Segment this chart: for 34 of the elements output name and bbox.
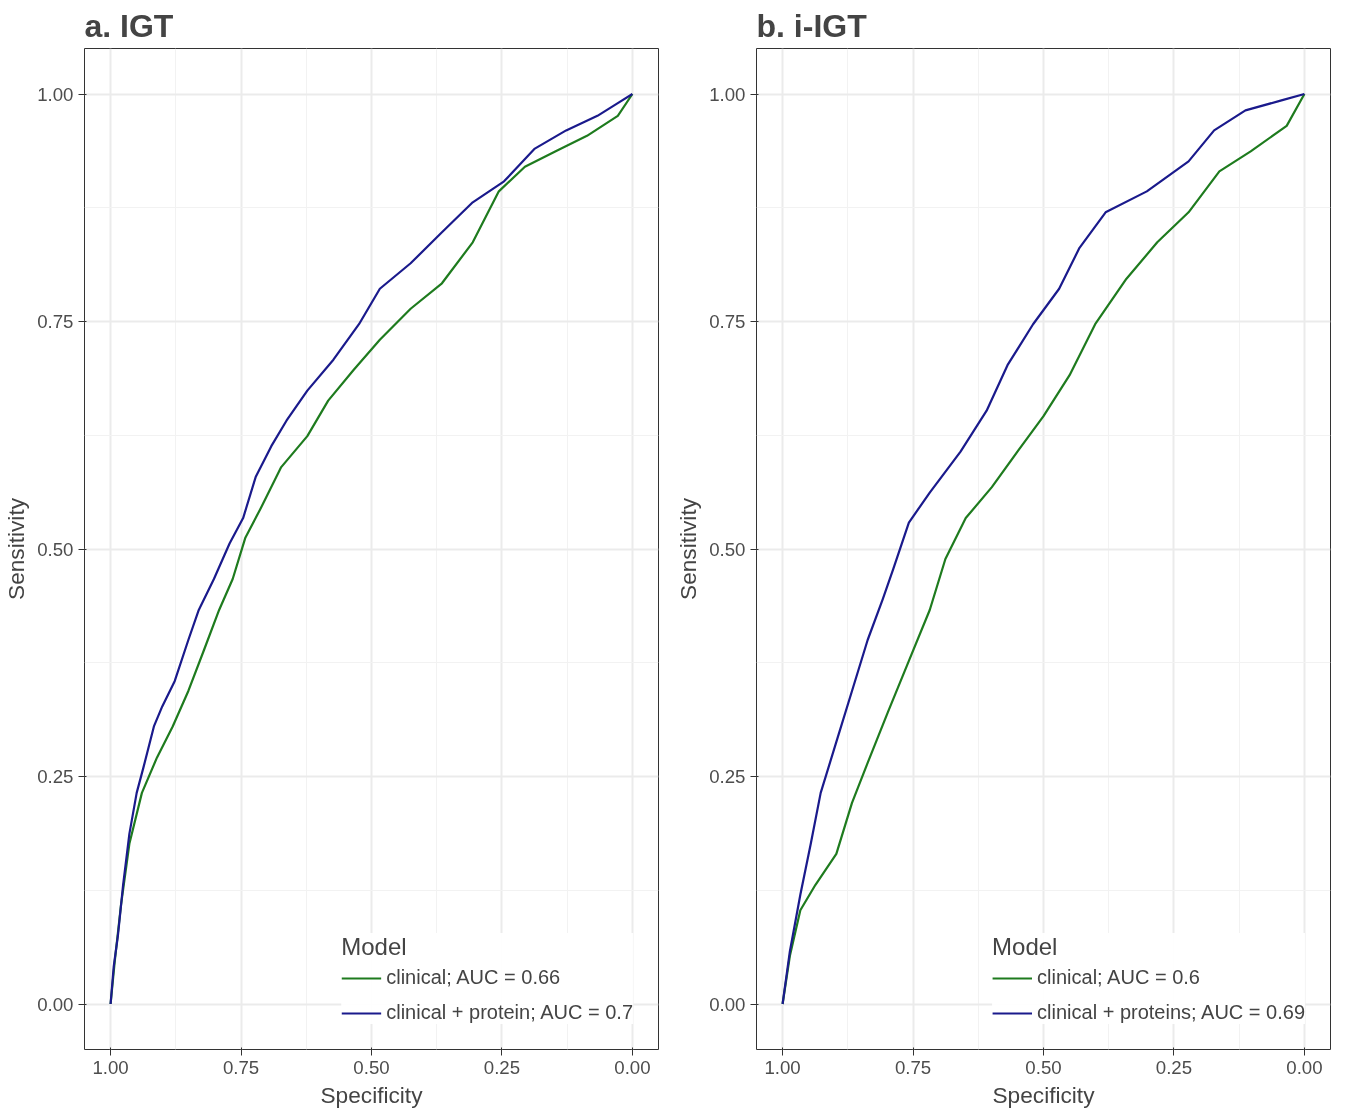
y-tick-label: 0.00 (709, 993, 746, 1015)
y-tick-label: 0.75 (37, 311, 74, 332)
chart-title: b. i-IGT (756, 7, 868, 44)
x-tick-label: 0.00 (614, 1056, 651, 1078)
x-tick-label: 0.75 (222, 1056, 260, 1078)
x-tick-label: 0.50 (353, 1056, 390, 1078)
x-tick-label: 1.00 (764, 1056, 801, 1078)
legend-title: Model (341, 933, 408, 961)
y-tick-label: 0.50 (709, 538, 746, 560)
y-tick-label: 0.25 (709, 766, 746, 787)
y-tick-label: 0.25 (37, 766, 74, 787)
x-axis-title: Specificity (320, 1081, 424, 1108)
line-series (781, 92, 1306, 1006)
x-tick-label: 0.50 (1025, 1056, 1062, 1078)
y-tick-label: 0.00 (37, 993, 74, 1015)
x-tick-label: 0.25 (1155, 1056, 1193, 1078)
y-tick-label: 0.75 (709, 311, 746, 332)
legend-label: clinical; AUC = 0.6 (1037, 966, 1200, 989)
x-tick-label: 0.00 (1286, 1056, 1323, 1078)
chart-title: a. IGT (84, 7, 174, 44)
x-tick-label: 0.75 (894, 1056, 932, 1078)
y-axis-title: Sensitivity (3, 497, 30, 600)
legend-label: clinical; AUC = 0.66 (386, 966, 561, 989)
legend-label: clinical + protein; AUC = 0.7 (386, 1001, 633, 1024)
x-tick-label: 1.00 (92, 1056, 129, 1078)
x-axis-title: Specificity (992, 1081, 1096, 1108)
legend-label: clinical + proteins; AUC = 0.69 (1037, 1001, 1305, 1024)
legend-title: Model (992, 933, 1059, 961)
y-tick-label: 0.50 (37, 538, 74, 560)
line-series (109, 92, 634, 1006)
y-axis-title: Sensitivity (675, 497, 702, 600)
y-tick-label: 1.00 (37, 83, 74, 105)
x-tick-label: 0.25 (483, 1056, 521, 1078)
y-tick-label: 1.00 (709, 83, 746, 105)
